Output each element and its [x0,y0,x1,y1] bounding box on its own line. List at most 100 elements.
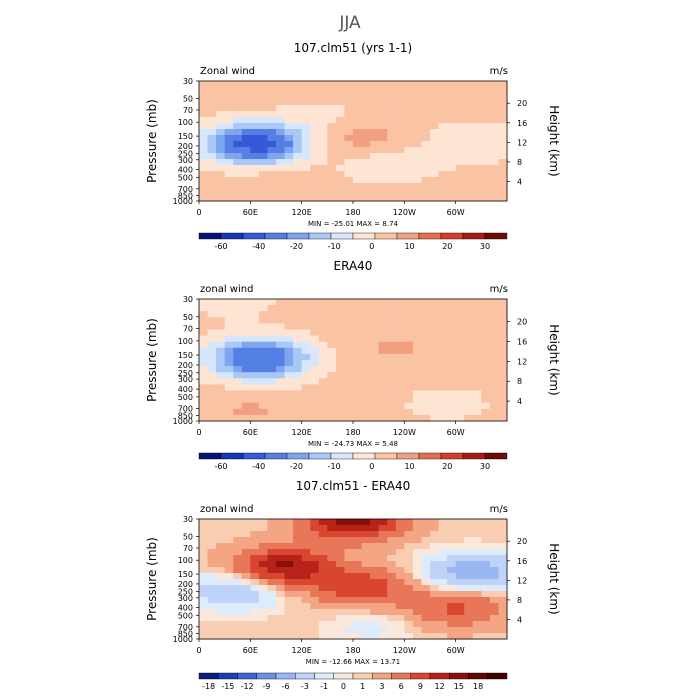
contour-cell [207,633,217,640]
contour-cell [199,549,209,556]
contour-cell [207,543,217,550]
contour-cell [353,555,363,562]
contour-cell [421,123,431,130]
contour-cell [447,384,457,392]
contour-cell [267,353,277,361]
contour-cell [395,414,405,422]
contour-cell [404,372,414,379]
contour-cell [412,609,423,616]
contour-cell [224,111,234,118]
contour-cell [216,360,226,367]
contour-cell [472,171,482,178]
contour-cell [199,402,209,410]
contour-cell [387,615,397,622]
contour-cell [207,555,217,562]
contour-cell [387,402,397,410]
contour-cell [412,627,423,634]
contour-cell [241,93,251,100]
contour-cell [472,579,482,586]
pressure-tick-label: 100 [178,556,193,565]
contour-cell [293,396,303,404]
height-tick-label: 12 [517,138,527,147]
contour-cell [293,323,303,331]
contour-cell [455,329,465,337]
contour-cell [395,111,405,118]
contour-cell [216,609,226,616]
contour-cell [318,609,328,616]
contour-cell [412,621,423,628]
contour-cell [387,147,397,154]
contour-cell [464,603,474,610]
contour-cell [412,93,423,100]
contour-cell [216,147,226,154]
contour-cell [395,627,405,634]
colorbar-label: -1 [320,682,328,691]
contour-cell [216,329,226,337]
colorbar-swatch [468,672,488,680]
contour-cell [404,408,414,416]
contour-cell [207,99,217,106]
contour-cell [353,384,363,392]
contour-cell [258,627,269,634]
contour-cell [344,555,354,562]
contour-cell [301,519,311,526]
contour-cell [250,347,260,355]
contour-cell [472,555,482,562]
contour-cell [378,189,388,196]
contour-cell [370,402,380,410]
contour-cell [216,141,226,148]
contour-cell [241,531,251,538]
contour-cell [344,323,354,331]
contour-cell [327,609,337,616]
contour-cell [455,525,465,532]
x-tick-label: 120W [393,646,416,655]
contour-cell [498,525,508,532]
contour-cell [318,135,328,142]
contour-cell [361,135,371,142]
contour-cell [199,627,209,634]
contour-cell [224,567,234,574]
contour-cell [233,147,243,154]
contour-cell [387,360,397,367]
contour-cell [438,585,448,592]
contour-cell [472,402,482,410]
contour-cell [241,111,251,118]
contour-cell [387,117,397,124]
contour-cell [370,81,380,88]
contour-cell [378,299,388,306]
height-tick-label: 20 [517,318,527,327]
contour-cell [301,591,311,598]
contour-cell [318,141,328,148]
contour-cell [430,183,440,190]
contour-cell [327,99,337,106]
contour-cell [472,341,482,349]
contour-cell [455,159,465,166]
contour-cell [241,597,251,604]
contour-cell [327,531,337,538]
contour-cell [301,378,311,385]
contour-cell [498,591,508,598]
contour-cell [378,317,388,324]
contour-cell [361,153,371,160]
contour-cell [293,159,303,166]
contour-cell [344,111,354,118]
contour-cell [464,525,474,532]
contour-cell [199,177,209,184]
contour-cell [387,299,397,306]
contour-cell [498,129,508,136]
pressure-tick-label: 200 [178,142,193,151]
contour-cell [284,147,294,154]
contour-cell [481,549,491,556]
contour-cell [301,305,311,312]
contour-cell [224,159,234,166]
contour-cell [353,177,363,184]
contour-cell [430,579,440,586]
contour-cell [438,396,448,404]
contour-cell [216,408,226,416]
contour-cell [250,159,260,166]
contour-cell [438,597,448,604]
contour-cell [481,305,491,312]
pressure-tick-label: 400 [178,385,193,394]
contour-cell [258,525,269,532]
contour-cell [301,531,311,538]
